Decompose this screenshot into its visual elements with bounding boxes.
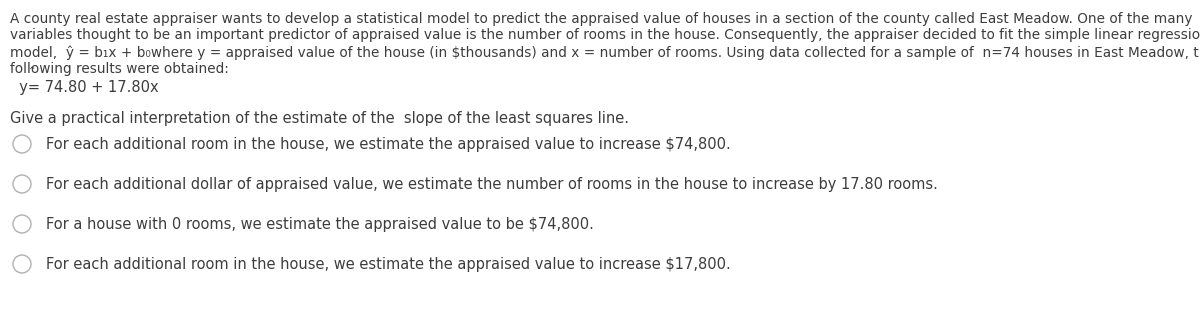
Text: y= 74.80 + 17.80x: y= 74.80 + 17.80x: [10, 80, 158, 95]
Text: variables thought to be an important predictor of appraised value is the number : variables thought to be an important pre…: [10, 29, 1200, 43]
Text: For each additional room in the house, we estimate the appraised value to increa: For each additional room in the house, w…: [46, 137, 731, 152]
Text: Give a practical interpretation of the estimate of the  slope of the least squar: Give a practical interpretation of the e…: [10, 111, 629, 126]
Text: For each additional dollar of appraised value, we estimate the number of rooms i: For each additional dollar of appraised …: [46, 177, 938, 192]
Text: A county real estate appraiser wants to develop a statistical model to predict t: A county real estate appraiser wants to …: [10, 12, 1193, 26]
Text: For each additional room in the house, we estimate the appraised value to increa: For each additional room in the house, w…: [46, 257, 731, 272]
Text: model,  ŷ = b₁x + b₀where y = appraised value of the house (in $thousands) and x: model, ŷ = b₁x + b₀where y = appraised v…: [10, 45, 1200, 59]
Text: For a house with 0 rooms, we estimate the appraised value to be $74,800.: For a house with 0 rooms, we estimate th…: [46, 217, 594, 232]
Text: following results were obtained:: following results were obtained:: [10, 62, 229, 75]
Text: ^: ^: [28, 66, 35, 75]
